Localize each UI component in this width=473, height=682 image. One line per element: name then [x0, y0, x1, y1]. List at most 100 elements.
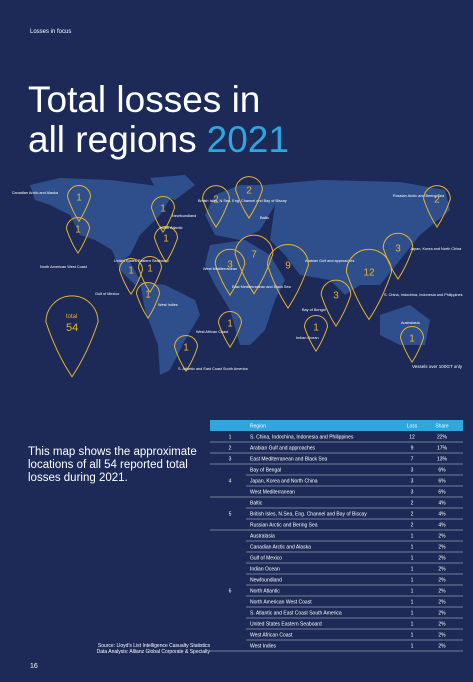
map-note: Vessels over 100GT only — [412, 364, 463, 369]
marker-label: S. China, Indochina, Indonesia and Phili… — [384, 293, 463, 297]
marker-label: Arabian Gulf and approaches — [305, 259, 354, 263]
marker-value: 1 — [75, 225, 81, 236]
loss-cell: 12 — [409, 435, 415, 441]
source: Source: Lloyd's List Intelligence Casual… — [98, 643, 211, 649]
share-cell: 2% — [438, 556, 446, 562]
marker-value: 1 — [409, 334, 415, 345]
marker-value: 1 — [183, 343, 189, 354]
marker-pin — [382, 232, 414, 280]
table-header: Loss — [407, 424, 418, 430]
marker-pin — [423, 185, 451, 228]
share-cell: 2% — [438, 545, 446, 551]
table-header: Share — [435, 424, 449, 430]
north-america — [30, 178, 175, 262]
loss-cell: 1 — [411, 600, 414, 606]
marker-pin — [235, 176, 263, 219]
region-cell: British Isles, N.Sea, Eng. Channel and B… — [250, 512, 367, 518]
region-cell: Japan, Korea and North China — [250, 479, 318, 485]
marker-pin — [399, 326, 425, 364]
loss-cell: 3 — [411, 479, 414, 485]
marker-value: 1 — [313, 323, 319, 334]
loss-cell: 2 — [411, 501, 414, 507]
loss-cell: 1 — [411, 578, 414, 584]
table-header-bg — [210, 420, 463, 431]
marker-value: 2 — [213, 195, 219, 206]
share-cell: 2% — [438, 622, 446, 628]
region-cell: Newfoundland — [250, 578, 282, 584]
total-label: total — [66, 314, 77, 320]
rank-cell: 5 — [229, 512, 232, 518]
loss-cell: 1 — [411, 644, 414, 650]
marker-label: Australasia — [401, 321, 421, 325]
marker-label: Newfoundland — [172, 214, 196, 218]
rank-cell: 3 — [229, 457, 232, 463]
marker-label: East Mediterranean and Black Sea — [232, 285, 292, 289]
region-cell: North Atlantic — [250, 589, 280, 595]
marker-label: Gulf of Mexico — [95, 292, 119, 296]
page-number: 16 — [30, 663, 38, 670]
region-cell: East Mediterranean and Black Sea — [250, 457, 327, 463]
title-line2: all regions 2021 — [28, 119, 289, 160]
loss-cell: 2 — [411, 512, 414, 518]
marker-pin — [234, 234, 274, 295]
marker-label: Canadian Arctic and Alaska — [12, 191, 59, 195]
share-cell: 2% — [438, 611, 446, 617]
data-analysis: Data Analysis: Allianz Global Corporate … — [97, 649, 211, 655]
share-cell: 2% — [438, 578, 446, 584]
rank-cell: 2 — [229, 446, 232, 452]
world-map — [30, 175, 450, 375]
region-cell: West Mediterranean — [250, 490, 295, 496]
loss-cell: 1 — [411, 589, 414, 595]
marker-value: 2 — [434, 195, 440, 206]
share-cell: 4% — [438, 523, 446, 529]
marker-pin — [217, 311, 243, 349]
marker-label: West Mediterranean — [203, 267, 237, 271]
greenland — [150, 175, 195, 200]
marker-label: S. Atlantic and East Coast South America — [178, 367, 249, 371]
title-year: 2021 — [207, 119, 289, 160]
share-cell: 2% — [438, 633, 446, 639]
loss-cell: 1 — [411, 556, 414, 562]
loss-cell: 2 — [411, 523, 414, 529]
marker-pin — [118, 258, 144, 296]
share-cell: 2% — [438, 567, 446, 573]
marker-value: 1 — [145, 290, 151, 301]
rank-cell: 6 — [229, 589, 232, 595]
marker-label: Baltic — [260, 216, 269, 220]
loss-cell: 1 — [411, 633, 414, 639]
region-cell: Gulf of Mexico — [250, 556, 282, 562]
marker-pin — [65, 217, 91, 255]
loss-cell: 3 — [411, 490, 414, 496]
share-cell: 6% — [438, 490, 446, 496]
marker-pin — [153, 226, 179, 264]
region-cell: Bay of Bengal — [250, 468, 281, 474]
marker-label: Indian Ocean — [296, 336, 319, 340]
region-cell: West African Coast — [250, 633, 293, 639]
marker-value: 3 — [333, 291, 339, 302]
marker-pin — [320, 279, 352, 327]
central-america — [112, 250, 140, 285]
australia — [380, 305, 430, 345]
region-cell: Australasia — [250, 534, 275, 540]
marker-label: North American West Coast — [40, 265, 88, 269]
intro-box: This map shows the approximate locations… — [28, 446, 197, 484]
marker-pin — [150, 196, 176, 234]
marker-value: 1 — [76, 193, 82, 204]
loss-cell: 1 — [411, 622, 414, 628]
share-cell: 4% — [438, 512, 446, 518]
marker-value: 7 — [251, 250, 257, 261]
total-value: 54 — [66, 322, 78, 334]
region-cell: Arabian Gulf and approaches — [250, 446, 316, 452]
marker-pin — [266, 244, 310, 309]
marker-value: 1 — [160, 204, 166, 215]
marker-value: 1 — [163, 234, 169, 245]
region-cell: Canadian Arctic and Alaska — [250, 545, 311, 551]
share-cell: 13% — [437, 457, 448, 463]
share-cell: 6% — [438, 468, 446, 474]
loss-cell: 9 — [411, 446, 414, 452]
share-cell: 2% — [438, 534, 446, 540]
marker-value: 9 — [285, 261, 291, 272]
marker-pin — [202, 185, 230, 228]
region-cell: North American West Coast — [250, 600, 312, 606]
marker-label: Japan, Korea and North China — [410, 247, 462, 251]
